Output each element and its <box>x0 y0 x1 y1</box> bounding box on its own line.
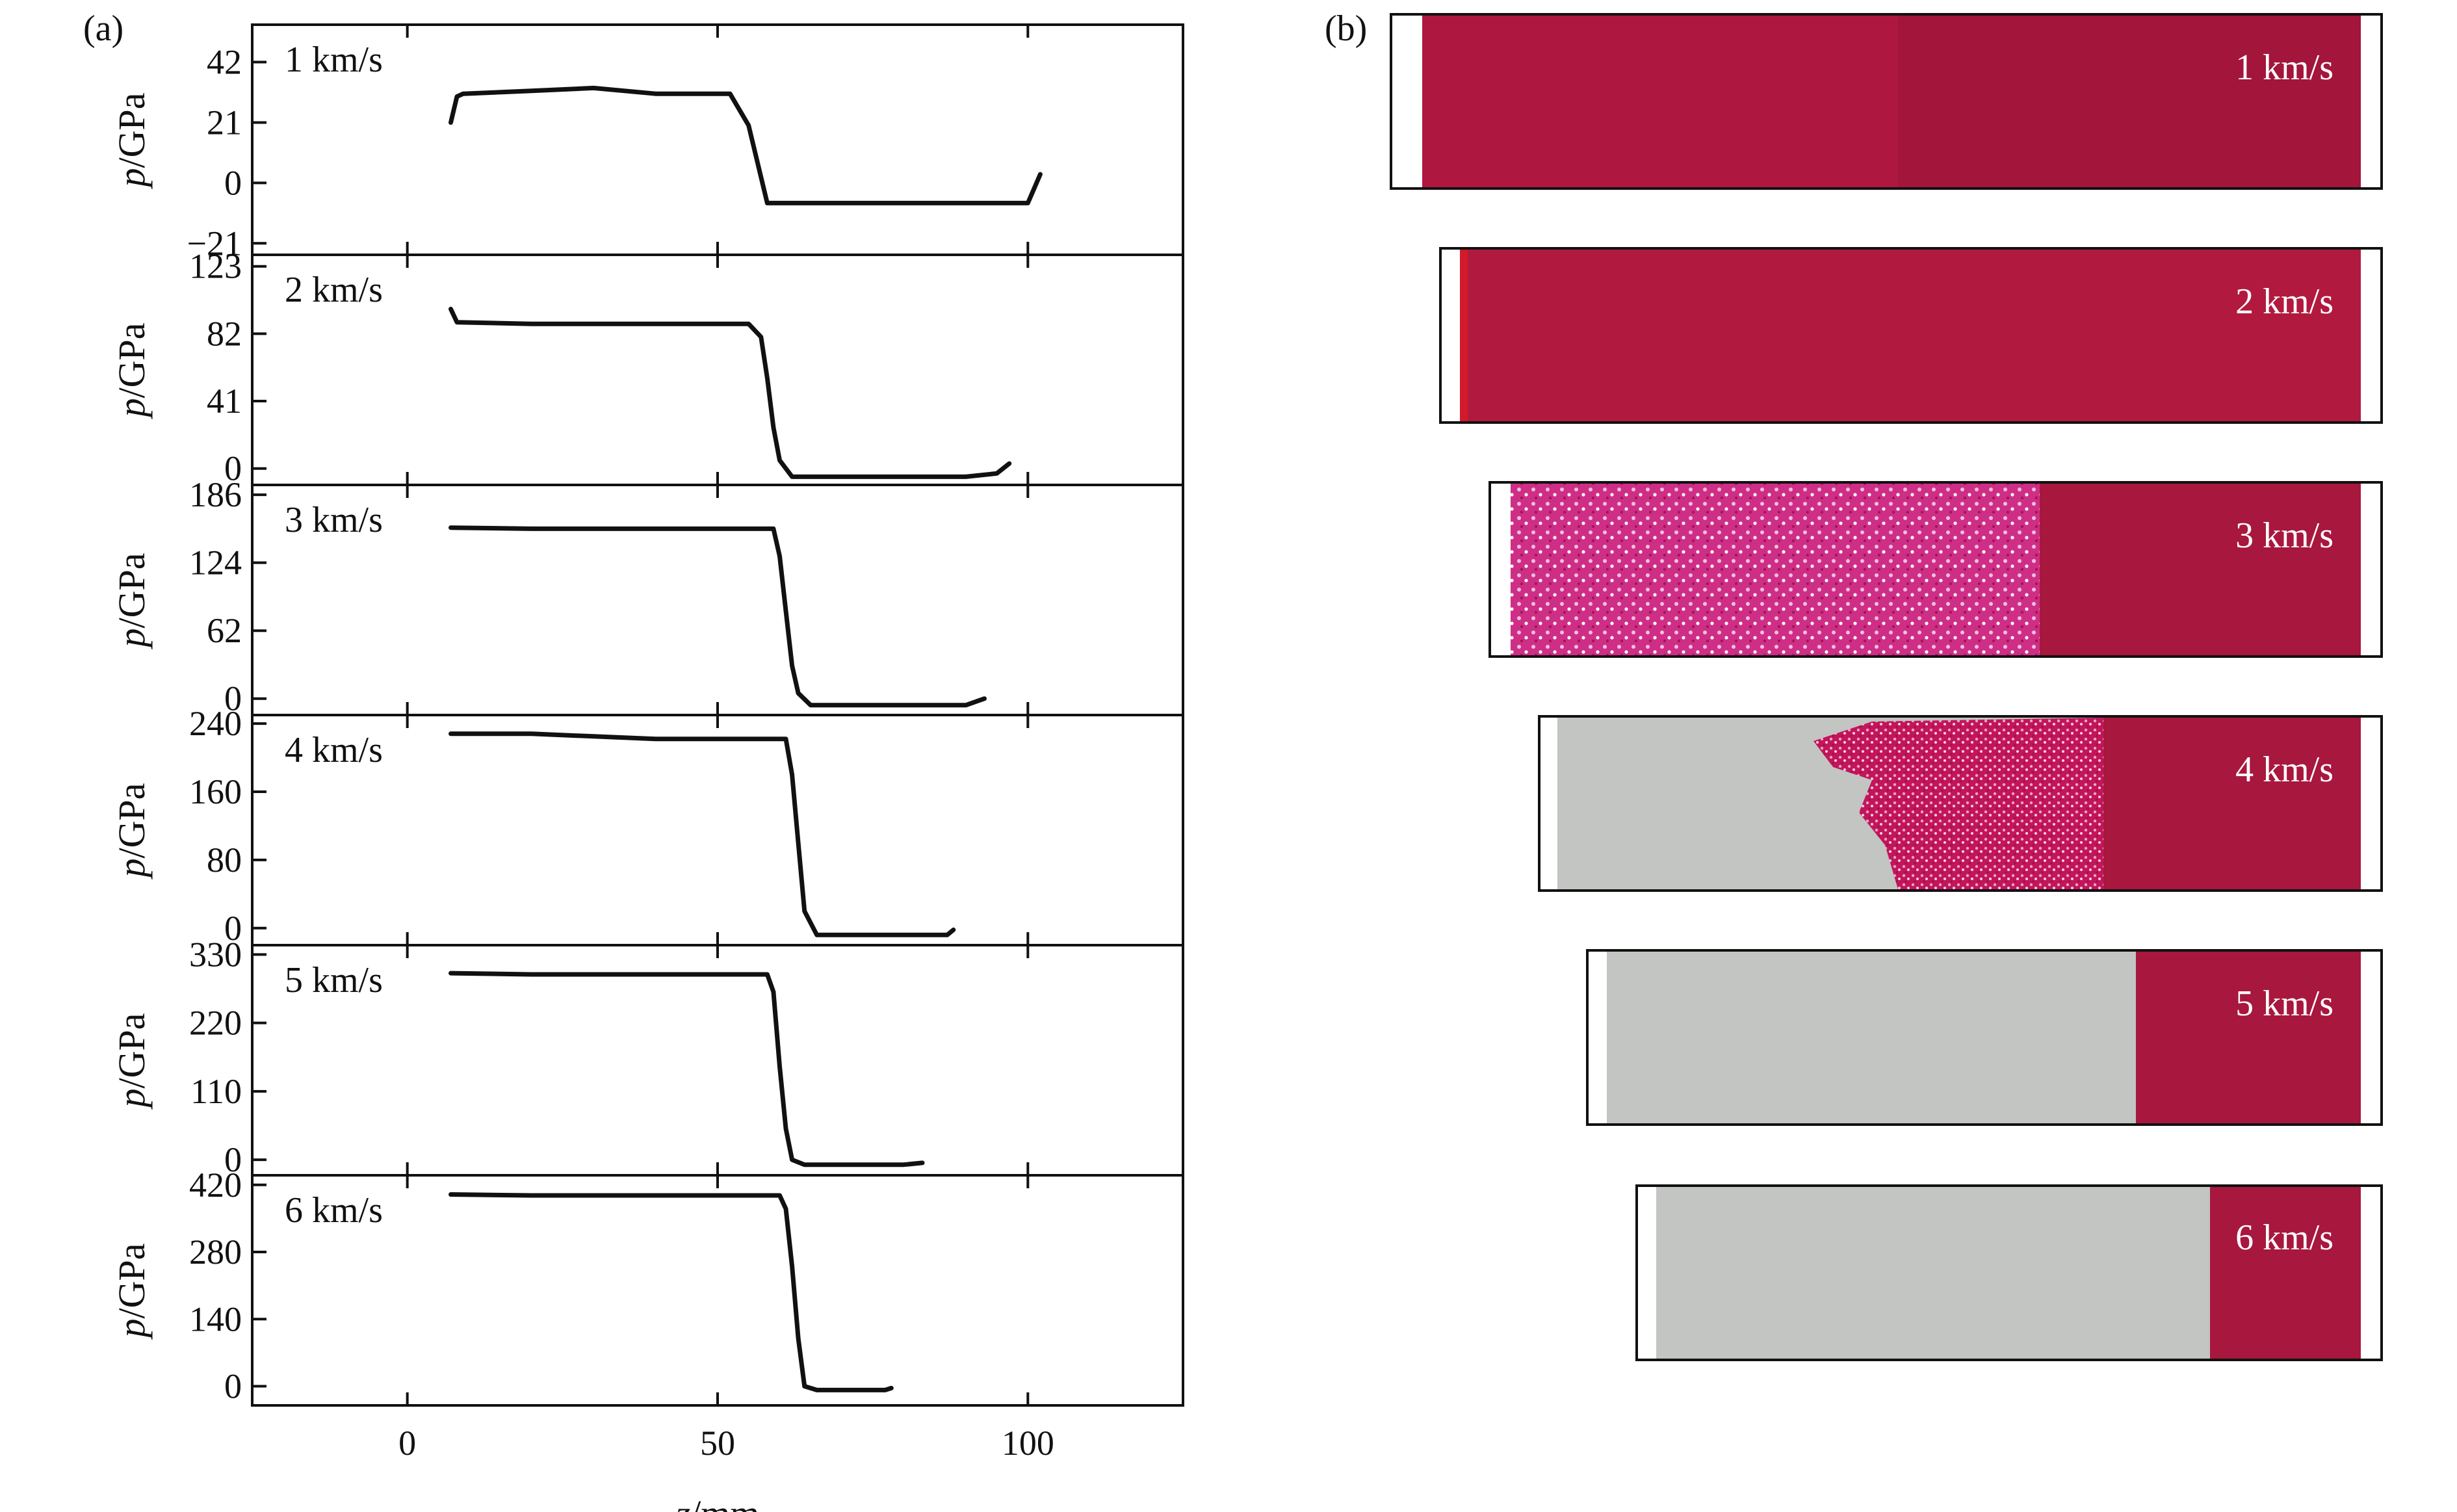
bar-5-label: 5 km/s <box>2235 984 2334 1024</box>
pressure-panel-5: 0 110 220 330 5 km/s p/GPa <box>110 935 1184 1179</box>
y-tick-label: 280 <box>189 1232 242 1271</box>
y-tick-label: 110 <box>190 1072 242 1111</box>
pressure-panel-3: 0 62 124 186 3 km/s p/GPa <box>110 475 1184 718</box>
bar-3-label: 3 km/s <box>2235 515 2334 556</box>
bar-5: 5 km/s <box>1586 949 2383 1126</box>
bar-6-label: 6 km/s <box>2235 1218 2334 1258</box>
bar-3-mixed-region <box>1511 484 2040 655</box>
panel-a-label: (a) <box>83 8 124 49</box>
plot-frame <box>251 714 1184 946</box>
y-tick-label: 160 <box>189 772 242 811</box>
bar-2-shocked-region <box>1460 250 2361 421</box>
pressure-panel-6: 0 140 280 420 6 km/s p/GPa <box>110 1166 1184 1407</box>
y-axis-title: p/GPa <box>110 1013 153 1110</box>
y-tick-label: 124 <box>189 543 242 582</box>
velocity-label: 4 km/s <box>285 730 383 770</box>
plot-frame <box>251 1174 1184 1407</box>
y-tick-label: 0 <box>224 909 242 948</box>
y-tick-label: 21 <box>207 103 242 142</box>
y-tick-label: 80 <box>207 841 242 880</box>
bar-2-edge <box>1460 250 1468 421</box>
bar-1: 1 km/s <box>1390 13 2383 190</box>
y-axis-title: p/GPa <box>110 783 153 880</box>
bar-1-unshocked-region <box>1898 16 2361 187</box>
x-axis-title-symbol: z <box>675 1492 691 1512</box>
velocity-label: 5 km/s <box>285 960 383 1000</box>
pressure-curve <box>448 731 956 937</box>
y-tick-label: 330 <box>189 935 242 974</box>
y-tick-label: 0 <box>224 1367 242 1406</box>
x-tick-label: 0 <box>398 1424 416 1463</box>
plot-frame <box>251 254 1184 486</box>
panel-a-charts: −21 0 21 42 1 km/s p/GPa 0 41 82 123 2 km/s p/GPa 0 6… <box>110 23 1184 1407</box>
y-tick-label: −21 <box>187 224 242 263</box>
bar-2-label: 2 km/s <box>2235 281 2334 322</box>
bar-1-label: 1 km/s <box>2235 47 2334 88</box>
bar-4-unshocked-region <box>2103 718 2361 889</box>
y-tick-label: 82 <box>207 314 242 353</box>
y-tick-label: 186 <box>189 475 242 514</box>
y-tick-label: 123 <box>189 247 242 286</box>
bar-2: 2 km/s <box>1439 247 2383 424</box>
bar-5-gray-region <box>1607 952 2136 1123</box>
bar-3-unshocked-region <box>2040 484 2361 655</box>
panel-b-bars: 1 km/s 2 km/s 3 km/s 4 km/s <box>1390 13 2383 1361</box>
y-tick-label: 0 <box>224 163 242 202</box>
pressure-curve <box>448 306 1012 479</box>
y-axis-title: p/GPa <box>110 323 153 420</box>
y-tick-label: 62 <box>207 611 242 650</box>
y-tick-label: 41 <box>207 382 242 421</box>
bar-4-label: 4 km/s <box>2235 749 2334 790</box>
y-tick-label: 0 <box>224 449 242 488</box>
y-tick-label: 0 <box>224 679 242 718</box>
x-axis-title-unit: /mm <box>690 1492 759 1512</box>
pressure-panel-2: 0 41 82 123 2 km/s p/GPa <box>110 247 1184 488</box>
y-axis-title: p/GPa <box>110 1244 153 1340</box>
pressure-curve <box>448 85 1043 205</box>
y-tick-label: 240 <box>189 704 242 743</box>
panel-b-label: (b) <box>1325 8 1367 49</box>
pressure-panel-1: −21 0 21 42 1 km/s p/GPa <box>110 23 1184 263</box>
pressure-curve <box>448 525 987 708</box>
pressure-curve <box>448 1192 894 1392</box>
pressure-curve <box>448 971 925 1167</box>
bar-4: 4 km/s <box>1538 715 2383 892</box>
y-tick-label: 140 <box>189 1299 242 1338</box>
x-tick-label: 50 <box>700 1424 735 1463</box>
x-axis-title: z/mm <box>675 1492 760 1512</box>
velocity-label: 6 km/s <box>285 1190 383 1231</box>
bar-3: 3 km/s <box>1488 481 2383 658</box>
y-axis-title: p/GPa <box>110 553 153 650</box>
y-tick-label: 220 <box>189 1004 242 1043</box>
plot-frame <box>251 944 1184 1177</box>
bar-4-mixed-region <box>1814 718 2103 889</box>
pressure-panel-4: 0 80 160 240 4 km/s p/GPa <box>110 704 1184 948</box>
bar-6: 6 km/s <box>1635 1184 2383 1361</box>
y-axis-title: p/GPa <box>110 93 153 190</box>
y-tick-label: 420 <box>189 1166 242 1205</box>
velocity-label: 2 km/s <box>285 270 383 310</box>
x-axis: 0 50 100 z/mm <box>398 1424 1054 1512</box>
bar-6-gray-region <box>1656 1187 2210 1359</box>
velocity-label: 1 km/s <box>285 40 383 80</box>
velocity-label: 3 km/s <box>285 500 383 540</box>
plot-frame <box>251 23 1184 256</box>
bar-6-unshocked-region <box>2210 1187 2361 1359</box>
plot-frame <box>251 484 1184 716</box>
y-tick-label: 42 <box>207 43 242 82</box>
bar-5-unshocked-region <box>2136 952 2361 1123</box>
y-tick-label: 0 <box>224 1140 242 1179</box>
x-tick-label: 100 <box>1002 1424 1054 1463</box>
